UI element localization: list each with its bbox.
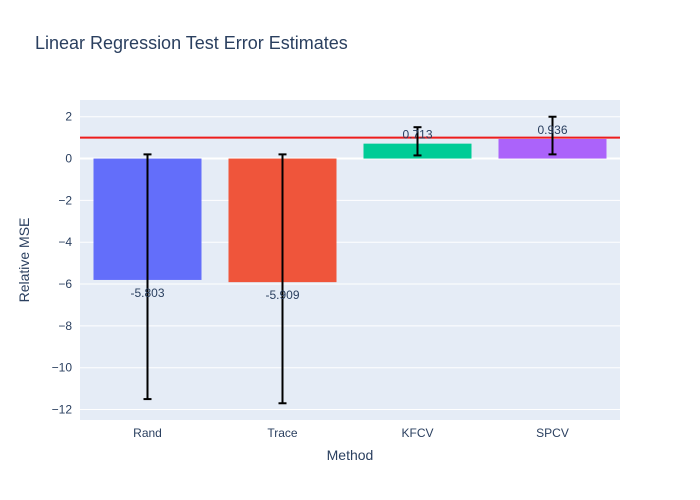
error-bar-trace — [278, 153, 287, 405]
x-tick-label: Rand — [133, 426, 162, 440]
x-tick-labels: Rand Trace KFCV SPCV — [133, 426, 569, 440]
error-bar-rand — [143, 153, 152, 401]
error-bar-spcv — [548, 115, 557, 156]
x-axis-title: Method — [327, 447, 374, 463]
error-bars — [143, 115, 557, 405]
y-tick-label: 2 — [65, 110, 72, 124]
x-tick-label: SPCV — [536, 426, 569, 440]
y-tick-labels: 2 0 −2 −4 −6 −8 −10 −12 — [52, 110, 73, 417]
y-tick-label: 0 — [65, 152, 72, 166]
y-tick-label: −10 — [52, 361, 73, 375]
y-tick-label: −4 — [58, 235, 72, 249]
x-tick-label: KFCV — [401, 426, 433, 440]
x-tick-label: Trace — [267, 426, 298, 440]
y-tick-label: −2 — [58, 193, 72, 207]
chart-title: Linear Regression Test Error Estimates — [35, 33, 348, 53]
data-label-rand: -5.803 — [130, 286, 164, 300]
y-tick-label: −6 — [58, 277, 72, 291]
data-label-spcv: 0.936 — [537, 123, 567, 137]
data-labels: -5.803 -5.909 0.713 0.936 — [130, 123, 567, 302]
data-label-kfcv: 0.713 — [402, 128, 432, 142]
error-bar-kfcv — [413, 126, 422, 157]
y-tick-label: −12 — [52, 403, 73, 417]
data-label-trace: -5.909 — [265, 288, 299, 302]
y-axis-title: Relative MSE — [16, 218, 32, 303]
y-tick-label: −8 — [58, 319, 72, 333]
